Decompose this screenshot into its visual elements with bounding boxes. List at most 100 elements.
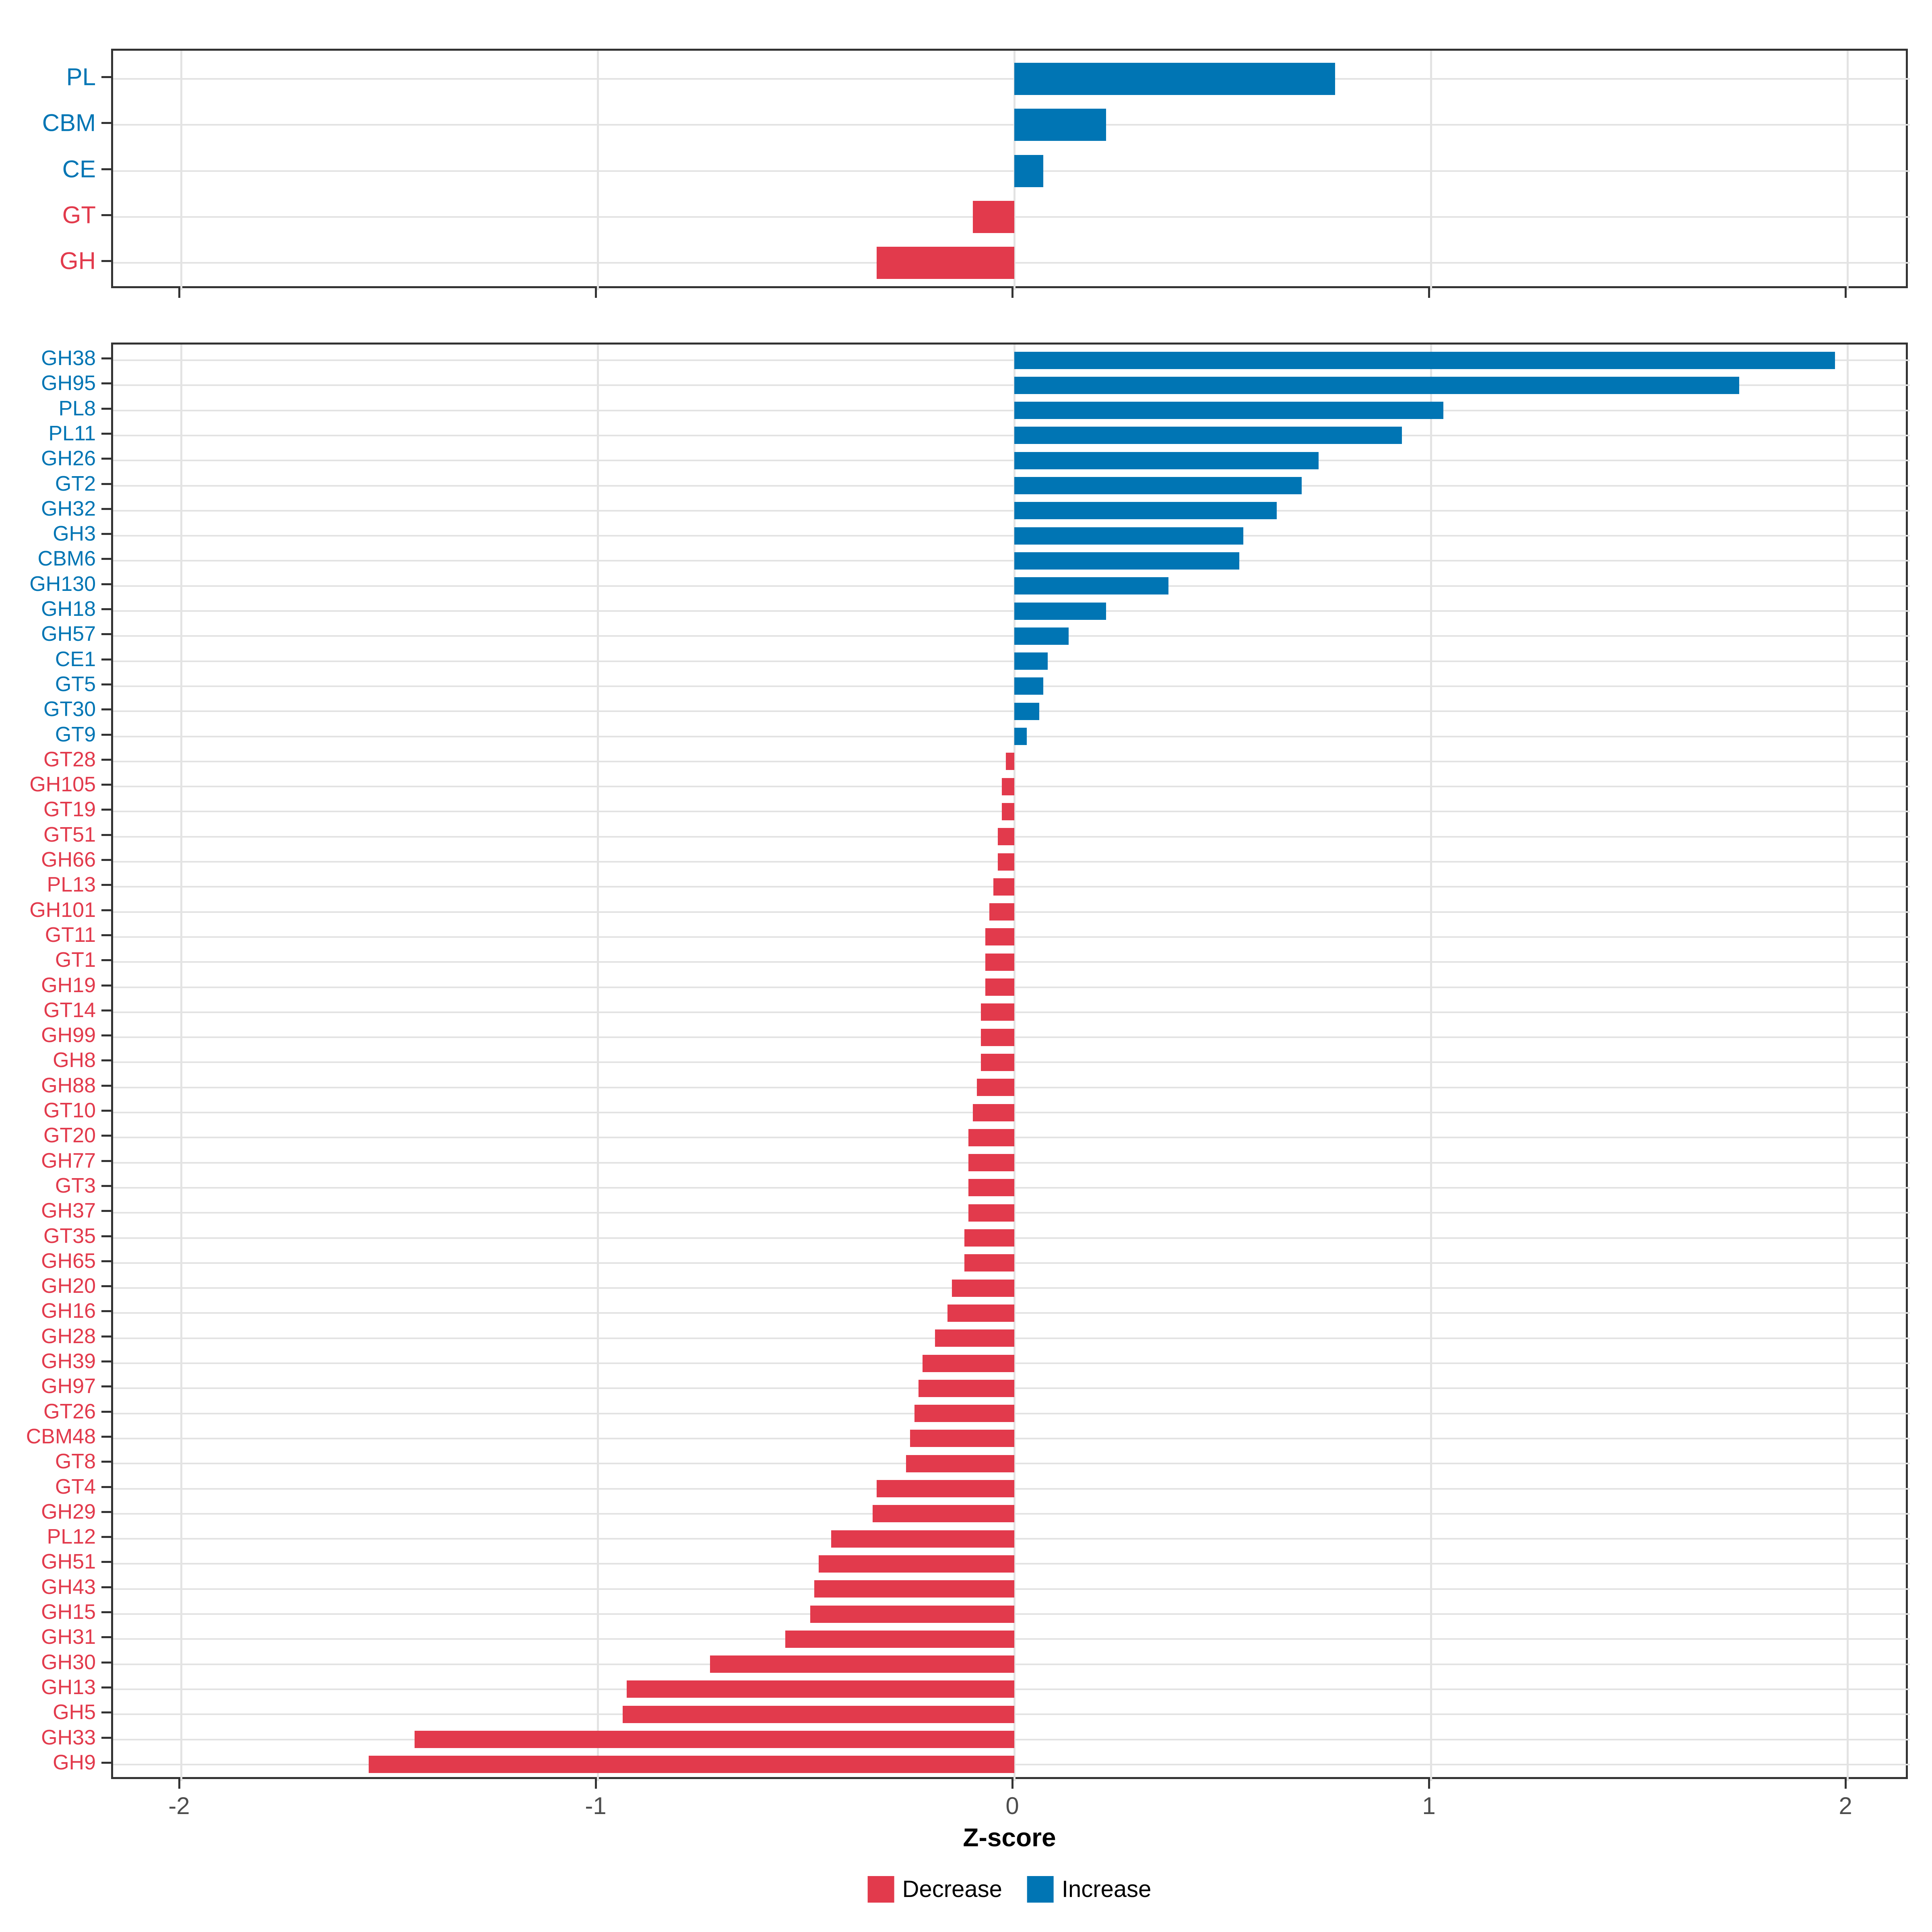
gridline-vertical (1430, 51, 1432, 290)
decrease-swatch (867, 1876, 894, 1903)
y-axis-tick (101, 809, 111, 811)
gridline-horizontal (113, 510, 1910, 512)
y-axis-tick (101, 884, 111, 886)
y-axis-tick (101, 959, 111, 962)
bar-gt51 (997, 828, 1014, 846)
bar-gt5 (1014, 677, 1044, 695)
bar-gh101 (989, 903, 1014, 921)
x-axis-tick-label: -1 (585, 1792, 607, 1819)
y-axis-label-pl11: PL11 (48, 421, 96, 445)
y-axis-label-gt30: GT30 (43, 698, 96, 721)
y-axis-label-gh39: GH39 (41, 1350, 96, 1373)
y-axis-label-gh66: GH66 (41, 848, 96, 871)
bar-gh99 (981, 1028, 1014, 1046)
bar-cbm6 (1014, 552, 1239, 570)
y-axis-tick (101, 784, 111, 786)
bar-cbm48 (910, 1430, 1014, 1447)
y-axis-tick (101, 1235, 111, 1237)
gridline-horizontal (113, 560, 1910, 562)
bar-gh18 (1014, 602, 1106, 620)
y-axis-label-gh65: GH65 (41, 1249, 96, 1273)
x-axis-tick (1845, 288, 1847, 298)
y-axis-label-gt26: GT26 (43, 1399, 96, 1423)
gridline-horizontal (113, 485, 1910, 487)
gridline-horizontal (113, 384, 1910, 386)
y-axis-label-gt20: GT20 (43, 1124, 96, 1148)
gridline-vertical (597, 51, 599, 290)
y-axis-tick (101, 583, 111, 585)
gridline-horizontal (113, 685, 1910, 687)
bar-gt10 (972, 1104, 1014, 1121)
y-axis-label-gh77: GH77 (41, 1149, 96, 1172)
legend-label-increase: Increase (1061, 1876, 1152, 1902)
y-axis-tick (101, 1160, 111, 1162)
y-axis-tick (101, 608, 111, 610)
gridline-horizontal (113, 409, 1910, 411)
y-axis-tick (101, 633, 111, 636)
bar-gh (877, 247, 1014, 279)
gridline-vertical (1430, 345, 1432, 1781)
y-axis-label-gt2: GT2 (55, 472, 96, 495)
y-axis-tick (101, 733, 111, 736)
y-axis-tick (101, 1736, 111, 1739)
y-axis-label-pl12: PL12 (47, 1525, 96, 1549)
bar-cbm (1014, 109, 1106, 141)
gridline-vertical (1847, 51, 1849, 290)
y-axis-label-gh130: GH130 (29, 572, 96, 596)
y-axis-tick (101, 984, 111, 987)
y-axis-tick (101, 1285, 111, 1288)
bar-gt (972, 200, 1014, 233)
bar-gt11 (985, 928, 1014, 946)
bar-gh97 (918, 1379, 1014, 1397)
y-axis-label-gh15: GH15 (41, 1600, 96, 1624)
y-axis-tick (101, 1110, 111, 1112)
y-axis-label-gh38: GH38 (41, 347, 96, 370)
y-axis-tick (101, 1185, 111, 1187)
y-axis-tick (101, 357, 111, 359)
y-axis-tick (101, 1711, 111, 1714)
bar-pl (1014, 63, 1335, 95)
y-axis-label-gt35: GT35 (43, 1224, 96, 1248)
bar-ce1 (1014, 652, 1048, 670)
y-axis-label-gt: GT (62, 201, 96, 229)
y-axis-label-gh13: GH13 (41, 1675, 96, 1699)
bar-gh26 (1014, 452, 1319, 469)
y-axis-tick (101, 558, 111, 560)
bar-gt19 (1001, 803, 1014, 820)
y-axis-tick (101, 1636, 111, 1639)
x-axis-tick (595, 1779, 597, 1789)
y-axis-label-gh16: GH16 (41, 1299, 96, 1323)
bar-gh77 (968, 1154, 1014, 1172)
legend-label-decrease: Decrease (902, 1876, 1002, 1902)
class-summary-panel (111, 49, 1910, 290)
bar-gh88 (976, 1079, 1014, 1096)
y-axis-tick (101, 1410, 111, 1413)
bar-gt30 (1014, 702, 1040, 720)
y-axis-label-gh37: GH37 (41, 1199, 96, 1223)
y-axis-label-gh57: GH57 (41, 622, 96, 646)
bar-gh32 (1014, 502, 1277, 520)
bar-pl8 (1014, 402, 1444, 419)
y-axis-label-gt8: GT8 (55, 1450, 96, 1474)
bar-pl12 (831, 1530, 1014, 1548)
gridline-horizontal (113, 660, 1910, 662)
y-axis-label-gt4: GT4 (55, 1475, 96, 1499)
x-axis-tick (1011, 288, 1013, 298)
y-axis-label-gh51: GH51 (41, 1550, 96, 1574)
bar-pl11 (1014, 427, 1402, 444)
bar-gh39 (923, 1354, 1014, 1372)
y-axis-tick (101, 1385, 111, 1388)
y-axis-label-gh18: GH18 (41, 597, 96, 621)
gridline-horizontal (113, 535, 1910, 537)
bar-gh38 (1014, 351, 1835, 369)
y-axis-tick (101, 1059, 111, 1062)
bar-gt28 (1006, 753, 1014, 770)
y-axis-label-gh101: GH101 (29, 898, 96, 922)
gridline-horizontal (113, 710, 1910, 712)
bar-gt35 (964, 1229, 1014, 1247)
y-axis-label-gh99: GH99 (41, 1024, 96, 1047)
bar-gh37 (968, 1204, 1014, 1222)
y-axis-label-gt14: GT14 (43, 998, 96, 1022)
y-axis-tick (101, 214, 111, 216)
x-axis-tick (1428, 1779, 1430, 1789)
